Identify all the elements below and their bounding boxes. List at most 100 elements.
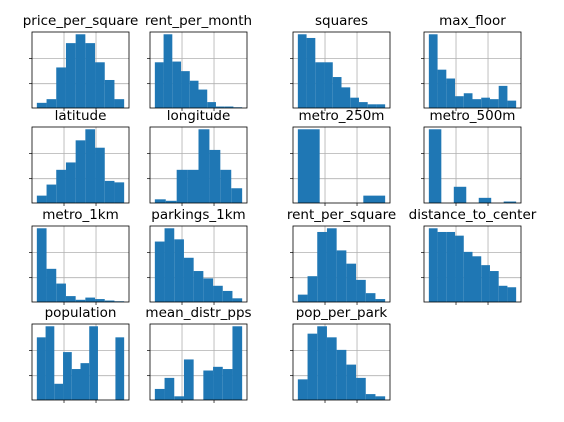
hist-bar: [176, 169, 188, 203]
hist-bar: [341, 87, 351, 108]
hist-bar: [203, 278, 214, 302]
hist-bar: [114, 182, 125, 203]
hist-bar: [172, 61, 182, 108]
axes-frame: [149, 126, 248, 204]
hist-bar: [489, 99, 499, 108]
hist-bar: [437, 231, 447, 302]
hist-bar: [375, 396, 386, 400]
hist-panel-rent-per-month: rent_per_month: [145, 13, 252, 111]
hist-bar: [297, 129, 320, 203]
hist-bar: [85, 129, 96, 203]
panel-title: metro_1km: [42, 207, 119, 223]
hist-bar: [154, 241, 165, 302]
hist-bar: [297, 379, 308, 400]
axes-frame: [423, 31, 522, 109]
hist-bar: [375, 299, 386, 302]
hist-bar: [193, 271, 204, 302]
hist-bar: [481, 97, 490, 108]
hist-bar: [65, 43, 76, 108]
hist-bar: [207, 102, 216, 108]
hist-panel-rent-per-square: rent_per_square: [287, 207, 396, 305]
hist-bar: [231, 188, 243, 203]
hist-bar: [104, 79, 115, 108]
panel-title: rent_per_square: [287, 207, 396, 223]
hist-bar: [165, 200, 177, 203]
hist-bar: [89, 326, 98, 400]
hist-bar: [324, 62, 333, 108]
hist-bar: [472, 99, 482, 108]
panel-title: max_floor: [439, 13, 506, 29]
hist-bar: [154, 199, 166, 203]
panel-title: squares: [315, 13, 368, 29]
axes-frame: [31, 126, 130, 204]
hist-bar: [164, 377, 175, 400]
hist-bar: [75, 140, 86, 203]
hist-bar: [232, 298, 243, 302]
hist-bar: [297, 294, 308, 302]
hist-bar: [224, 106, 234, 108]
hist-panel-parkings-1km: parkings_1km: [147, 207, 248, 305]
hist-bar: [306, 37, 316, 108]
hist-panel-mean-distr-pps: mean_distr_pps: [145, 305, 252, 403]
hist-bar: [104, 300, 115, 302]
hist-bar: [376, 104, 386, 108]
hist-panel-metro-500m: metro_500m: [421, 108, 522, 206]
panel-title: mean_distr_pps: [145, 305, 251, 321]
hist-bar: [315, 62, 325, 108]
hist-bar: [213, 366, 223, 400]
hist-bar: [336, 250, 347, 302]
hist-bar: [367, 104, 377, 108]
hist-bar: [209, 149, 221, 203]
hist-bar: [463, 93, 473, 108]
hist-panel-max-floor: max_floor: [421, 13, 522, 111]
hist-bar: [174, 396, 184, 400]
panel-title: population: [45, 305, 117, 321]
hist-bar: [71, 369, 81, 400]
axes-frame: [31, 323, 130, 401]
hist-bar: [365, 293, 376, 302]
panel-title: distance_to_center: [409, 207, 537, 223]
hist-panel-price-per-square: price_per_square: [23, 13, 138, 111]
hist-bar: [317, 326, 327, 400]
hist-bar: [183, 257, 194, 302]
hist-bar: [115, 337, 125, 400]
axes-frame: [292, 126, 391, 204]
hist-bar: [85, 297, 96, 302]
hist-bar: [220, 169, 232, 203]
panel-title: longitude: [167, 108, 231, 124]
axes-frame: [31, 31, 130, 109]
hist-bar: [307, 333, 318, 400]
hist-panel-population: population: [29, 305, 130, 403]
panel-title: parkings_1km: [151, 207, 245, 223]
hist-bar: [356, 279, 366, 302]
hist-panel-latitude: latitude: [29, 108, 130, 206]
hist-bar: [164, 228, 175, 302]
hist-bar: [75, 34, 86, 108]
hist-bar: [437, 69, 447, 108]
hist-bar: [326, 337, 337, 400]
hist-bar: [65, 296, 76, 302]
hist-panel-pop-per-park: pop_per_park: [290, 305, 391, 403]
panel-title: latitude: [55, 108, 107, 124]
hist-bar: [95, 299, 105, 302]
hist-bar: [498, 285, 508, 302]
hist-bar: [174, 239, 184, 302]
hist-panel-metro-250m: metro_250m: [290, 108, 391, 206]
hist-bar: [46, 184, 57, 203]
hist-bar: [498, 85, 508, 108]
hist-bar: [455, 96, 464, 108]
hist-bar: [36, 102, 47, 108]
hist-bar: [358, 102, 368, 108]
hist-bar: [428, 228, 438, 302]
hist-bar: [363, 195, 386, 203]
hist-bar: [297, 34, 307, 108]
hist-bar: [203, 370, 214, 400]
hist-bar: [215, 106, 225, 108]
hist-bar: [356, 377, 366, 400]
hist-bar: [45, 326, 55, 400]
hist-bar: [463, 251, 473, 302]
axes-frame: [292, 31, 391, 109]
hist-bar: [198, 129, 210, 203]
panel-title: metro_500m: [430, 108, 516, 124]
